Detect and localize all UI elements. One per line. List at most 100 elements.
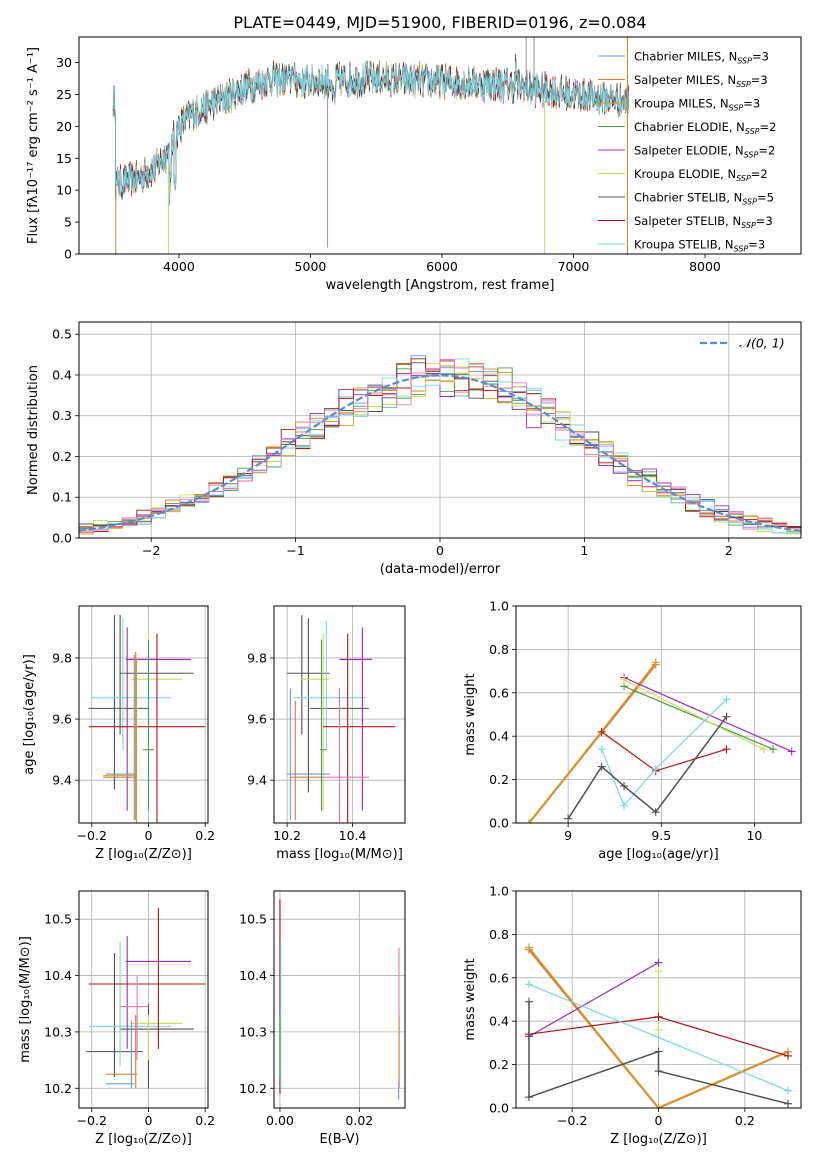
ytick-label: 0.0: [489, 1101, 509, 1116]
xtick-label: 1: [580, 543, 588, 558]
legend-label: Salpeter STELIB, NSSP=3: [634, 214, 773, 230]
xlabel: Z [log₁₀(Z/Z⊙)]: [610, 1132, 707, 1147]
xtick-label: 0.00: [266, 1113, 294, 1128]
plot-area-age_vs_Z: [88, 615, 206, 823]
ytick-label: 0.1: [52, 490, 72, 505]
axes-age_vs_Z: −0.2 0 0.2 9.4 9.6 9.8 Z [log₁₀(Z/Z⊙)] age [log…: [22, 605, 215, 862]
frame-age_vs_mass: [273, 605, 406, 824]
ytick-label: 10.3: [44, 1024, 72, 1039]
legend-residuals: 𝒩(0, 1): [700, 336, 785, 351]
legend-label: Kroupa STELIB, NSSP=3: [634, 238, 765, 254]
axes-weight_vs_age: 9 9.5 10 0.0 0.2 0.4 0.6 0.8 1.0 age [log₁₀(age/y…: [463, 599, 802, 862]
frame-mass_vs_Z: [78, 890, 209, 1109]
ytick-label: 1.0: [489, 884, 509, 899]
series-marker: [525, 819, 534, 823]
series-line-7: [567, 716, 728, 820]
series-marker: [651, 808, 660, 817]
ytick-label: 0.4: [52, 367, 72, 382]
ytick-label: 0: [64, 247, 72, 262]
ytick-label: 9.6: [52, 712, 72, 727]
xlabel: age [log₁₀(age/yr)]: [598, 847, 719, 862]
ytick-label: 0.2: [489, 772, 509, 787]
ytick-label: 9.6: [247, 712, 267, 727]
xtick-label: 10.4: [339, 828, 367, 843]
axes-mass_vs_ebv: 0.00 0.02 10.2 10.3 10.4 10.5 E(B-V): [239, 890, 406, 1147]
histogram-chabrier_stelib: [79, 362, 801, 528]
ytick-label: 0.4: [489, 729, 509, 744]
xtick-label: 0.02: [345, 1113, 373, 1128]
legend-label: Salpeter ELODIE, NSSP=2: [634, 144, 775, 160]
series-line-5: [528, 983, 789, 1092]
ytick-label: 10.3: [239, 1024, 267, 1039]
ytick-label: 0.8: [489, 642, 509, 657]
plot-area-weight_vs_age: [525, 658, 796, 823]
grid-age_vs_Z: [79, 606, 208, 823]
plot-area-residuals: [79, 355, 801, 535]
xtick-label: 9.5: [651, 828, 671, 843]
ytick-label: 0.6: [489, 970, 509, 985]
series-marker: [620, 675, 629, 684]
ytick-label: 30: [56, 55, 72, 70]
ytick-label: 0.2: [489, 1057, 509, 1072]
xtick-label: 0.2: [735, 1113, 755, 1128]
ytick-label: 10.2: [239, 1081, 267, 1096]
ylabel: mass weight: [463, 958, 478, 1040]
series-marker: [784, 1099, 793, 1108]
xlabel: Z [log₁₀(Z/Z⊙)]: [95, 1132, 192, 1147]
ytick-label: 0.2: [52, 449, 72, 464]
ytick-label: 10.5: [239, 912, 267, 927]
xtick-label: −0.2: [77, 1113, 107, 1128]
xlabel: E(B-V): [319, 1132, 359, 1147]
frame-mass_vs_ebv: [273, 890, 406, 1109]
legend-label: Chabrier MILES, NSSP=3: [634, 50, 769, 66]
figure-title: PLATE=0449, MJD=51900, FIBERID=0196, z=0…: [233, 13, 646, 32]
ytick-label: 9.4: [52, 773, 72, 788]
spectrum-line-chabrier_elodie: [112, 60, 630, 201]
series-line-1: [528, 662, 657, 823]
histogram-highlight_pink: [79, 359, 801, 535]
xtick-label: 4000: [163, 259, 195, 274]
normal-curve: [79, 374, 801, 532]
series-marker: [597, 762, 606, 771]
axes-residuals: −2 −1 0 1 2 0.0 0.1 0.2 0.3 0.4 0.5 (data-model)/er…: [26, 321, 802, 577]
ylabel: Flux [fλ10⁻¹⁷ erg cm⁻² s⁻¹ A⁻¹]: [26, 47, 41, 244]
legend-spectrum: Chabrier MILES, NSSP=3 Salpeter MILES, NS…: [598, 50, 776, 254]
spectrum-line-chabrier_miles: [112, 55, 630, 206]
xtick-label: −1: [286, 543, 304, 558]
xtick-label: 0.2: [195, 828, 215, 843]
xtick-label: −2: [142, 543, 160, 558]
legend-label: Salpeter MILES, NSSP=3: [634, 73, 768, 89]
series-marker: [759, 745, 768, 754]
frame-age_vs_Z: [78, 605, 209, 824]
ytick-label: 9.4: [247, 773, 267, 788]
xtick-label: 10.2: [273, 828, 301, 843]
series-line-4: [623, 679, 764, 750]
plot-area-spectrum: [112, 37, 630, 254]
axes-spectrum: 4000 5000 6000 7000 8000 0 5 10 15 20 25 30 waveleng…: [26, 36, 802, 293]
xlabel: mass [log₁₀(M/M⊙)]: [276, 847, 403, 862]
axes-mass_vs_Z: −0.2 0 0.2 10.2 10.3 10.4 10.5 Z [log₁₀(Z/Z⊙)] m…: [18, 890, 215, 1147]
spectrum-line-salpeter_miles: [112, 54, 630, 201]
ytick-label: 20: [56, 119, 72, 134]
ytick-label: 9.8: [247, 650, 267, 665]
grid-mass_vs_Z: [79, 891, 208, 1108]
xtick-label: 0.2: [195, 1113, 215, 1128]
ytick-label: 9.8: [52, 650, 72, 665]
ytick-label: 0.0: [489, 816, 509, 831]
ytick-label: 15: [56, 151, 72, 166]
xlabel: (data-model)/error: [380, 562, 501, 577]
ytick-label: 0.4: [489, 1014, 509, 1029]
series-line-6: [601, 698, 727, 807]
spectrum-line-kroupa_miles: [112, 57, 630, 204]
ytick-label: 0.3: [52, 408, 72, 423]
spectrum-line-salpeter_stelib: [112, 59, 630, 202]
series-marker: [722, 745, 731, 754]
xlabel: Z [log₁₀(Z/Z⊙)]: [95, 847, 192, 862]
ytick-label: 0.0: [52, 531, 72, 546]
ylabel: Normed distribution: [26, 365, 41, 495]
series-marker: [524, 1093, 533, 1102]
ylabel: mass [log₁₀(M/M⊙)]: [18, 936, 33, 1063]
legend-label: Chabrier ELODIE, NSSP=2: [634, 120, 776, 136]
plot-area-mass_vs_Z: [86, 907, 206, 1089]
